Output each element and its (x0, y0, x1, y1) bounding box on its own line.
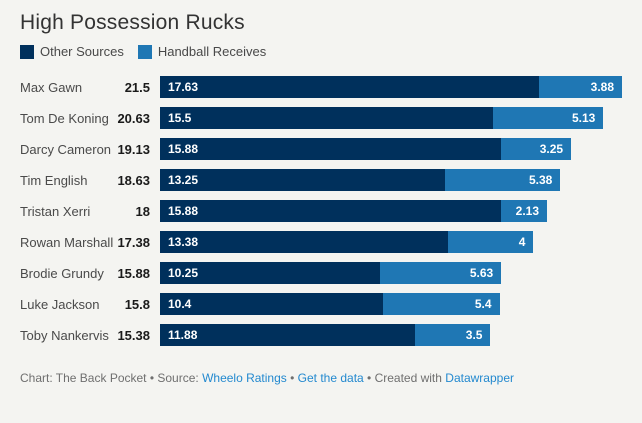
bar-segment-value: 10.4 (168, 297, 192, 311)
legend-label: Other Sources (40, 44, 124, 59)
legend: Other Sources Handball Receives (20, 44, 622, 59)
bar-segment-value: 13.25 (168, 173, 199, 187)
row-label: Tom De Koning (20, 110, 109, 126)
bar-segment-handball-receives: 5.63 (380, 262, 502, 284)
bar-segment-value: 5.38 (528, 173, 553, 187)
stacked-bar: 17.63 3.88 (160, 76, 622, 98)
stacked-bar: 13.38 4 (160, 231, 622, 253)
bar-segment-value: 5.13 (571, 111, 596, 125)
bar-segment-other-sources: 13.25 (160, 169, 445, 191)
chart-row: Luke Jackson 15.8 10.4 5.4 (20, 293, 622, 315)
bar-segment-handball-receives: 2.13 (501, 200, 547, 222)
stacked-bar: 11.88 3.5 (160, 324, 622, 346)
row-total-value: 18 (135, 203, 150, 219)
row-total-value: 20.63 (117, 110, 150, 126)
footer-text: Chart: The Back Pocket • Source: (20, 371, 203, 385)
chart-rows: Max Gawn 21.5 17.63 3.88 Tom De Koning 20.63 1… (20, 76, 622, 346)
row-total-value: 15.38 (117, 327, 150, 343)
bar-segment-other-sources: 17.63 (160, 76, 539, 98)
row-total-value: 19.13 (117, 141, 150, 157)
bar-segment-value: 17.63 (168, 80, 199, 94)
page-title: High Possession Rucks (20, 11, 245, 34)
row-total-value: 15.8 (124, 296, 150, 312)
stacked-bar: 10.25 5.63 (160, 262, 622, 284)
bar-segment-other-sources: 15.5 (160, 107, 494, 129)
chart-container: High Possession Rucks Other Sources Handb… (20, 11, 622, 385)
bar-segment-handball-receives: 3.88 (538, 76, 622, 98)
stacked-bar: 10.4 5.4 (160, 293, 622, 315)
stacked-bar: 15.88 2.13 (160, 200, 622, 222)
chart-row: Tim English 18.63 13.25 5.38 (20, 169, 622, 191)
bar-segment-handball-receives: 4 (447, 231, 534, 253)
bar-segment-handball-receives: 3.25 (501, 138, 572, 160)
bar-segment-other-sources: 15.88 (160, 138, 502, 160)
bar-segment-value: 15.88 (168, 204, 199, 218)
legend-swatch-icon (20, 44, 34, 59)
footer-text: • Created with (363, 371, 446, 385)
footer-link-get-the-data[interactable]: Get the data (297, 371, 364, 385)
row-label: Luke Jackson (20, 296, 100, 312)
chart-row: Brodie Grundy 15.88 10.25 5.63 (20, 262, 622, 284)
row-label: Rowan Marshall (20, 234, 114, 250)
bar-segment-value: 3.25 (539, 142, 564, 156)
stacked-bar: 13.25 5.38 (160, 169, 622, 191)
row-label: Brodie Grundy (20, 265, 104, 281)
legend-label: Handball Receives (157, 44, 267, 59)
row-total-value: 17.38 (117, 234, 150, 250)
stacked-bar: 15.5 5.13 (160, 107, 622, 129)
bar-segment-other-sources: 10.4 (160, 293, 384, 315)
chart-row: Tom De Koning 20.63 15.5 5.13 (20, 107, 622, 129)
bar-segment-handball-receives: 5.38 (444, 169, 561, 191)
bar-segment-value: 5.63 (469, 266, 494, 280)
bar-segment-value: 3.5 (465, 328, 483, 342)
chart-row: Rowan Marshall 17.38 13.38 4 (20, 231, 622, 253)
footer-link-wheelo-ratings[interactable]: Wheelo Ratings (202, 371, 287, 385)
chart-row: Toby Nankervis 15.38 11.88 3.5 (20, 324, 622, 346)
row-label: Tristan Xerri (20, 203, 91, 219)
chart-row: Darcy Cameron 19.13 15.88 3.25 (20, 138, 622, 160)
bar-segment-other-sources: 15.88 (160, 200, 502, 222)
bar-segment-handball-receives: 3.5 (415, 324, 491, 346)
bar-segment-other-sources: 11.88 (160, 324, 416, 346)
bar-segment-value: 3.88 (590, 80, 614, 94)
bar-segment-value: 2.13 (515, 204, 539, 218)
legend-item-0: Other Sources (20, 44, 124, 59)
footer: Chart: The Back Pocket • Source: Wheelo … (20, 371, 622, 385)
bar-segment-other-sources: 13.38 (160, 231, 448, 253)
bar-segment-value: 15.88 (168, 142, 199, 156)
row-total-value: 21.5 (124, 79, 150, 95)
stacked-bar: 15.88 3.25 (160, 138, 622, 160)
legend-item-1: Handball Receives (137, 44, 267, 59)
bar-segment-value: 10.25 (168, 266, 199, 280)
bar-segment-value: 13.38 (168, 235, 199, 249)
footer-text: • (286, 371, 298, 385)
row-label: Toby Nankervis (20, 327, 109, 343)
row-label: Darcy Cameron (20, 141, 112, 157)
legend-swatch-icon (137, 44, 152, 59)
bar-segment-other-sources: 10.25 (160, 262, 381, 284)
bar-segment-handball-receives: 5.4 (383, 293, 500, 315)
row-total-value: 15.88 (117, 265, 150, 281)
footer-link-datawrapper[interactable]: Datawrapper (445, 371, 514, 385)
bar-segment-value: 15.5 (168, 111, 192, 125)
chart-row: Max Gawn 21.5 17.63 3.88 (20, 76, 622, 98)
row-label: Max Gawn (20, 79, 83, 95)
bar-segment-value: 11.88 (168, 328, 198, 342)
bar-segment-value: 5.4 (474, 297, 492, 311)
chart-row: Tristan Xerri 18 15.88 2.13 (20, 200, 622, 222)
bar-segment-value: 4 (518, 235, 526, 249)
row-total-value: 18.63 (117, 172, 150, 188)
row-label: Tim English (20, 172, 88, 188)
bar-segment-handball-receives: 5.13 (493, 107, 604, 129)
